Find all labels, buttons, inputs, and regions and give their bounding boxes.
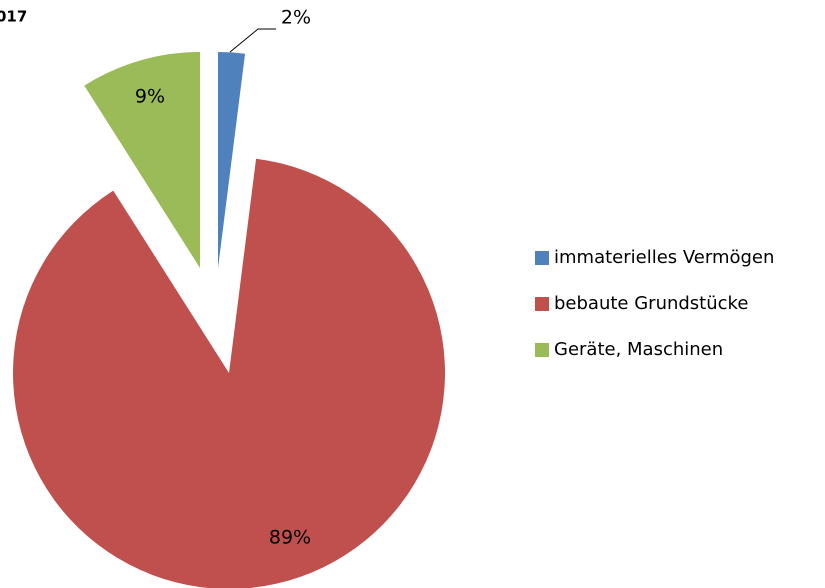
legend-swatch: [535, 297, 549, 311]
data-label: 9%: [135, 86, 165, 108]
pie-slice: [13, 158, 445, 588]
data-label: 89%: [269, 527, 311, 549]
legend-swatch: [535, 343, 549, 357]
pie-slice: [218, 52, 246, 268]
leader-line: [229, 28, 276, 53]
legend-label: immaterielles Vermögen: [554, 247, 774, 268]
legend-swatch: [535, 251, 549, 265]
legend-label: Geräte, Maschinen: [554, 339, 723, 360]
data-label: 2%: [281, 7, 311, 29]
legend-label: bebaute Grundstücke: [554, 293, 748, 314]
pie-slice: [84, 52, 200, 268]
chart-title: 017: [0, 8, 27, 26]
